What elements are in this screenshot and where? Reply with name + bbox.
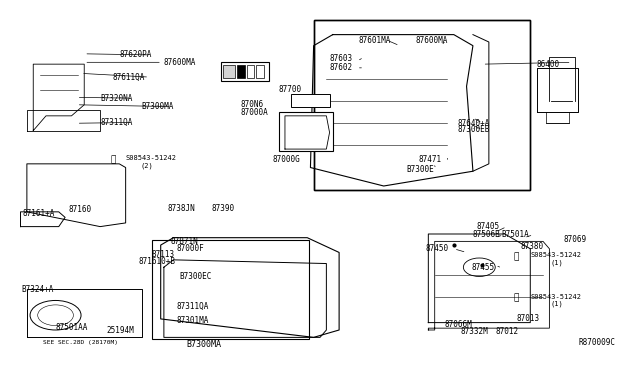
Text: 87601MA: 87601MA (358, 36, 390, 45)
Text: 87450: 87450 (425, 244, 448, 253)
Bar (237, 65, 245, 78)
Text: B7501A: B7501A (502, 230, 529, 239)
Text: 87471: 87471 (419, 155, 442, 164)
Text: 87161+A: 87161+A (22, 209, 55, 218)
Text: R870009C: R870009C (578, 339, 615, 347)
Text: B7300E: B7300E (406, 165, 434, 174)
Text: S08543-51242: S08543-51242 (531, 253, 581, 259)
Bar (291, 94, 330, 107)
Text: 87380: 87380 (521, 243, 544, 251)
Text: 87700: 87700 (278, 85, 301, 94)
Text: 8738JN: 8738JN (167, 203, 195, 213)
Text: B7300MA: B7300MA (186, 340, 221, 349)
Text: B7324+A: B7324+A (22, 285, 54, 294)
Text: B7320NA: B7320NA (100, 94, 132, 103)
Bar (246, 65, 254, 78)
Text: 87455: 87455 (472, 263, 495, 272)
Bar (256, 65, 264, 78)
Text: S08543-51242: S08543-51242 (531, 294, 581, 300)
Text: (1): (1) (550, 259, 563, 266)
Text: 87000A: 87000A (241, 108, 268, 118)
Text: (1): (1) (550, 300, 563, 307)
Text: 87069: 87069 (563, 235, 586, 244)
Text: 87501AA: 87501AA (56, 323, 88, 331)
Text: 87000F: 87000F (177, 244, 204, 253)
Text: 87390: 87390 (212, 203, 235, 213)
Text: 87311QA: 87311QA (100, 118, 132, 127)
Text: 870N6: 870N6 (241, 100, 264, 109)
Text: 87600MA: 87600MA (415, 36, 448, 45)
Text: 87000G: 87000G (272, 155, 300, 164)
Text: S08543-51242: S08543-51242 (125, 155, 177, 161)
Text: 25194M: 25194M (106, 326, 134, 335)
Text: (2): (2) (140, 163, 153, 169)
Text: Ⓢ: Ⓢ (513, 294, 519, 302)
Text: 8770B: 8770B (288, 119, 311, 128)
Bar (223, 65, 235, 78)
Text: 871610+B: 871610+B (138, 257, 175, 266)
Bar (278, 112, 333, 151)
Text: 87620PA: 87620PA (119, 51, 152, 60)
Text: 87160: 87160 (68, 205, 92, 215)
Text: 87611QA: 87611QA (113, 73, 145, 81)
Text: 87300EB: 87300EB (457, 125, 490, 134)
Text: 87012: 87012 (495, 327, 518, 336)
Bar (314, 20, 531, 190)
Text: 87405: 87405 (476, 222, 499, 231)
Text: 87401AR: 87401AR (293, 95, 326, 104)
Text: SEE SEC.28D (28170M): SEE SEC.28D (28170M) (43, 340, 118, 346)
Text: 86400: 86400 (537, 60, 560, 69)
Text: 87603: 87603 (330, 54, 353, 63)
Text: B7300EC: B7300EC (180, 272, 212, 281)
Text: 87066M: 87066M (444, 320, 472, 329)
Text: B7300MA: B7300MA (141, 102, 174, 111)
Text: 87600MA: 87600MA (164, 58, 196, 67)
Text: 87301MA: 87301MA (177, 316, 209, 325)
Text: Ⓢ: Ⓢ (513, 252, 519, 262)
Text: 87013: 87013 (516, 314, 540, 323)
Text: 87311QA: 87311QA (177, 301, 209, 311)
Bar (152, 240, 308, 339)
Text: 87602: 87602 (330, 63, 353, 72)
Text: 87B71N: 87B71N (170, 237, 198, 246)
Bar (221, 62, 269, 81)
Bar (314, 20, 531, 190)
Text: 87506B: 87506B (473, 230, 500, 239)
Text: Ⓢ: Ⓢ (110, 155, 116, 164)
Text: 87113: 87113 (151, 250, 174, 259)
Text: 87640+A: 87640+A (457, 119, 490, 128)
Text: 87332M: 87332M (460, 327, 488, 336)
